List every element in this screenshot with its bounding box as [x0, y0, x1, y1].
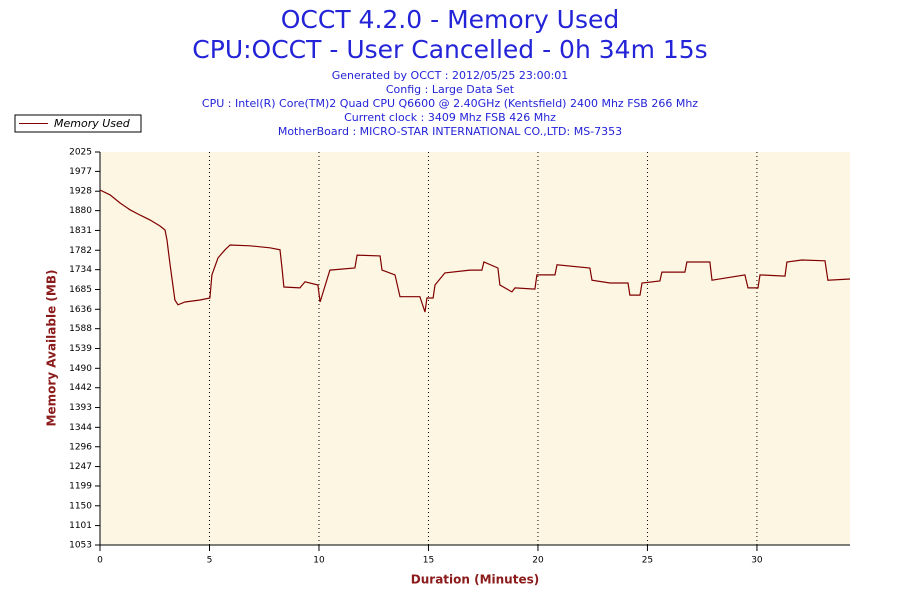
x-axis-label: Duration (Minutes)	[411, 573, 539, 587]
y-tick-label: 1734	[69, 265, 92, 275]
y-tick-label: 2025	[69, 148, 92, 158]
legend-box	[14, 114, 142, 133]
x-tick-label: 25	[642, 556, 653, 566]
y-tick-label: 1539	[69, 344, 92, 354]
y-tick-label: 1588	[69, 324, 92, 334]
x-tick-label: 15	[423, 556, 434, 566]
y-tick-label: 1831	[69, 226, 92, 236]
y-tick-label: 1296	[69, 442, 92, 452]
x-tick-label: 0	[97, 556, 103, 566]
y-tick-label: 1685	[69, 285, 92, 295]
y-tick-label: 1247	[69, 462, 92, 472]
chart-title: OCCT 4.2.0 - Memory Used	[281, 5, 620, 34]
y-tick-label: 1782	[69, 246, 92, 256]
y-tick-label: 1053	[69, 541, 92, 551]
info-line: Config : Large Data Set	[386, 83, 515, 96]
y-tick-label: 1977	[69, 167, 92, 177]
y-tick-label: 1880	[69, 206, 92, 216]
y-tick-label: 1442	[69, 383, 92, 393]
x-tick-label: 30	[751, 556, 763, 566]
data-line	[99, 189, 851, 313]
y-tick-label: 1344	[69, 423, 92, 433]
x-tick-label: 10	[313, 556, 325, 566]
info-line: CPU : Intel(R) Core(TM)2 Quad CPU Q6600 …	[202, 97, 698, 110]
info-line: Current clock : 3409 Mhz FSB 426 Mhz	[344, 111, 556, 124]
chart-subtitle: CPU:OCCT - User Cancelled - 0h 34m 15s	[192, 35, 707, 64]
y-tick-label: 1928	[69, 187, 92, 197]
y-axis-label: Memory Available (MB)	[45, 270, 59, 427]
info-line: MotherBoard : MICRO-STAR INTERNATIONAL C…	[278, 125, 622, 138]
y-tick-label: 1393	[69, 403, 92, 413]
y-tick-label: 1101	[69, 521, 92, 531]
x-tick-label: 5	[207, 556, 213, 566]
y-tick-label: 1199	[69, 481, 92, 491]
legend-label: Memory Used	[54, 117, 131, 130]
y-tick-label: 1150	[69, 501, 92, 511]
plot-area	[100, 152, 850, 545]
y-tick-label: 1490	[69, 364, 92, 374]
y-tick-label: 1636	[69, 305, 92, 315]
info-line: Generated by OCCT : 2012/05/25 23:00:01	[332, 69, 569, 82]
x-tick-label: 20	[532, 556, 544, 566]
